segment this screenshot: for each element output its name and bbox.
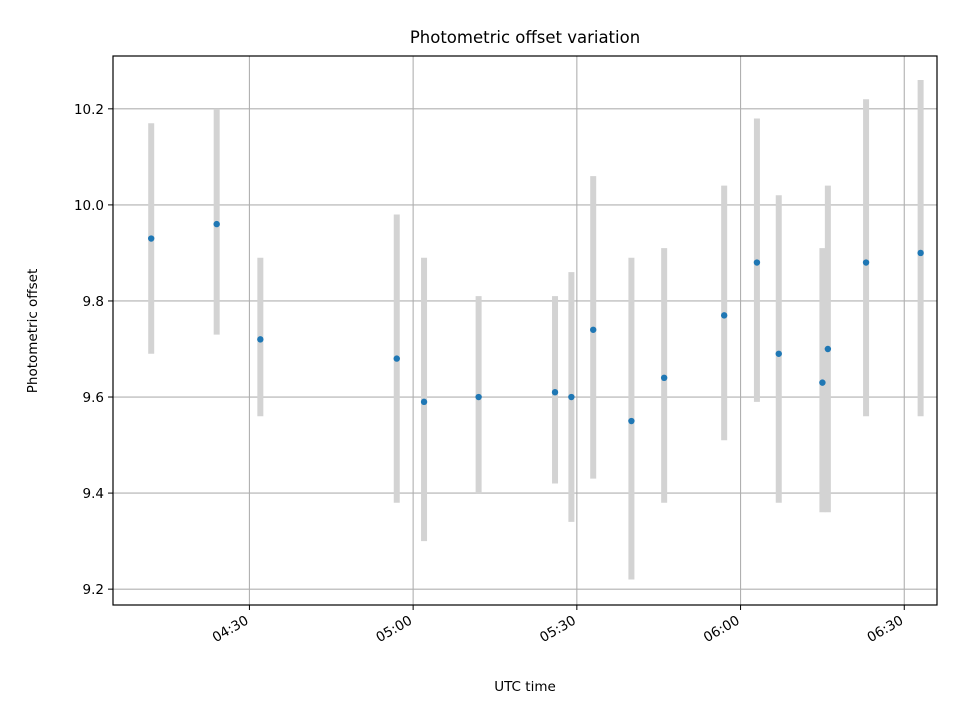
data-point bbox=[590, 326, 597, 333]
data-point bbox=[393, 355, 400, 362]
y-tick-label: 10.2 bbox=[74, 102, 104, 118]
data-point bbox=[568, 393, 575, 401]
y-tick-label: 9.4 bbox=[83, 486, 104, 502]
data-point bbox=[824, 345, 832, 353]
y-tick-label: 10.0 bbox=[74, 198, 104, 214]
data-point bbox=[147, 235, 155, 242]
y-tick-label: 9.2 bbox=[83, 582, 104, 598]
data-point bbox=[775, 350, 782, 357]
x-axis-label: UTC time bbox=[494, 679, 556, 695]
y-tick-label: 9.8 bbox=[83, 294, 104, 310]
data-point bbox=[257, 336, 264, 343]
y-axis-label: Photometric offset bbox=[25, 269, 41, 393]
y-tick-label: 9.6 bbox=[83, 390, 104, 406]
plot-frame bbox=[112, 55, 938, 606]
data-points bbox=[147, 220, 924, 425]
data-point bbox=[917, 249, 924, 257]
data-point bbox=[475, 393, 482, 401]
data-point bbox=[862, 259, 870, 266]
chart-title: Photometric offset variation bbox=[410, 28, 640, 47]
y-axis: 9.2 9.4 9.6 9.8 10.0 10.2 bbox=[74, 102, 113, 598]
data-point bbox=[660, 374, 668, 382]
data-point bbox=[213, 220, 220, 228]
data-point bbox=[720, 312, 728, 319]
data-point bbox=[753, 259, 761, 266]
data-point bbox=[551, 389, 559, 396]
grid bbox=[113, 56, 937, 605]
data-point bbox=[819, 379, 826, 386]
data-point bbox=[420, 398, 428, 406]
data-point bbox=[628, 417, 635, 425]
